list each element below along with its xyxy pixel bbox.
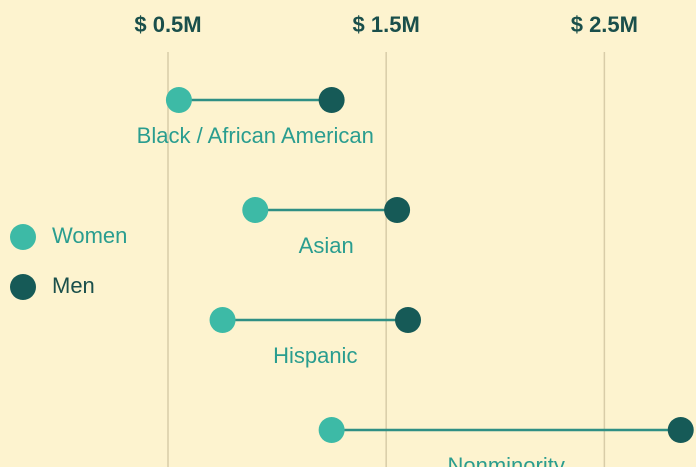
women-dot bbox=[209, 307, 236, 333]
women-dot bbox=[242, 197, 269, 223]
category-label: Asian bbox=[299, 233, 354, 258]
legend-label: Women bbox=[52, 223, 127, 248]
category-label: Black / African American bbox=[137, 123, 374, 148]
men-dot bbox=[384, 197, 411, 223]
legend-swatch bbox=[10, 274, 36, 300]
men-dot bbox=[667, 417, 694, 443]
category-label: Nonminority bbox=[447, 453, 564, 467]
men-dot bbox=[318, 87, 345, 113]
category-label: Hispanic bbox=[273, 343, 357, 368]
women-dot bbox=[165, 87, 192, 113]
men-dot bbox=[395, 307, 421, 333]
women-dot bbox=[318, 417, 345, 443]
legend-swatch bbox=[10, 224, 36, 250]
x-tick-label: $ 2.5M bbox=[571, 12, 638, 37]
x-tick-label: $ 0.5M bbox=[134, 12, 201, 37]
x-tick-label: $ 1.5M bbox=[353, 12, 420, 37]
legend-label: Men bbox=[52, 273, 95, 298]
